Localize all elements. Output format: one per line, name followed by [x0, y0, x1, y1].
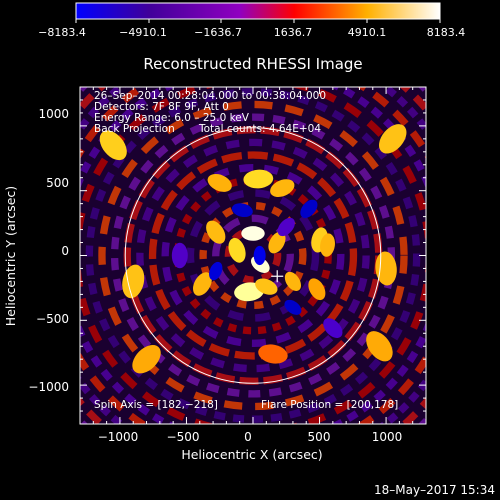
info-line-energy: Energy Range: 6.0 – 25.0 keV [94, 112, 250, 124]
info-line-detectors: Detectors: 7F 8F 9F, Att 0 [94, 101, 229, 113]
bright-emission-blob [243, 169, 274, 189]
colorbar-tick-label: 8183.4 [427, 26, 466, 39]
spin-axis-marker [271, 270, 284, 283]
bright-emission-blob [122, 264, 145, 299]
generation-date: 18–May–2017 15:34 [374, 483, 495, 497]
colorbar-tick-label: 4910.1 [348, 26, 387, 39]
background-ring [186, 189, 320, 322]
bright-emission-blob [268, 231, 286, 254]
bright-emission-blob [228, 237, 246, 263]
background-ring [136, 138, 370, 373]
bright-emission-blob [193, 272, 212, 296]
colorbar-tick-label: −4910.1 [119, 26, 167, 39]
spin-axis-label: Spin Axis = [182,−218] [94, 399, 218, 411]
solar-limb-circle [124, 127, 382, 384]
negative-emission-blob [300, 199, 318, 219]
bright-emission-blob [320, 233, 335, 257]
negative-emission-blob [323, 318, 343, 338]
x-axis-label: Heliocentric X (arcsec) [181, 447, 322, 462]
bright-emission-blob [132, 344, 161, 374]
bright-emission-blob [258, 344, 288, 364]
axis-ticks [80, 87, 426, 424]
y-tick-label: 500 [46, 176, 69, 190]
info-line-date: 26–Sep–2014 00:28:04.000 to 00:38:04.000 [94, 90, 326, 102]
info-line-method: Back Projection [94, 123, 175, 135]
background-ring [148, 151, 358, 360]
colorbar-tick-label: −1636.7 [194, 26, 242, 39]
x-tick-label: −1000 [98, 430, 139, 444]
colorbar-bar [75, 2, 441, 20]
bright-emission-blob [206, 220, 226, 244]
negative-emission-blob [253, 245, 266, 266]
background-ring [98, 100, 408, 411]
bright-emission-blob [284, 271, 302, 292]
negative-emission-blob [284, 299, 302, 315]
colorbar-tick-label: 1636.7 [274, 26, 313, 39]
negative-emission-blob [171, 242, 188, 269]
x-tick-label: 0 [244, 430, 252, 444]
x-tick-label: 1000 [372, 430, 403, 444]
bright-emission-blob [366, 331, 393, 362]
background-ring [199, 201, 307, 310]
y-tick-label: −500 [36, 312, 69, 326]
y-tick-label: 1000 [38, 107, 69, 121]
bright-emission-blob [379, 124, 407, 154]
bright-emission-blob [270, 179, 295, 197]
chart-title: Reconstructed RHESSI Image [143, 55, 362, 73]
info-line-counts: Total counts: 4.64E+04 [198, 123, 321, 135]
bright-emission-blob [241, 226, 265, 241]
colorbar-ticks [75, 19, 441, 23]
negative-emission-blob [209, 261, 223, 281]
flare-position-label: Flare Position = [200,178] [261, 399, 398, 411]
y-tick-label: 0 [61, 244, 69, 258]
y-tick-label: −1000 [28, 380, 69, 394]
background-ring [161, 164, 345, 347]
heatmap-layer [80, 87, 426, 424]
colorbar: −8183.4 −4910.1 −1636.7 1636.7 4910.1 81… [38, 2, 466, 39]
negative-emission-blob [277, 217, 295, 237]
colorbar-tick-label: −8183.4 [38, 26, 86, 39]
plot-area: 26–Sep–2014 00:28:04.000 to 00:38:04.000… [79, 86, 427, 425]
negative-emission-blob [231, 203, 253, 218]
y-axis-label: Heliocentric Y (arcsec) [3, 186, 18, 326]
x-tick-label: −500 [167, 430, 200, 444]
bright-emission-blob [207, 173, 232, 192]
x-tick-label: 500 [308, 430, 331, 444]
bright-emission-blob [255, 278, 278, 295]
bright-emission-blob [99, 130, 127, 161]
plot-background [80, 87, 426, 424]
bright-emission-blob [308, 278, 326, 301]
